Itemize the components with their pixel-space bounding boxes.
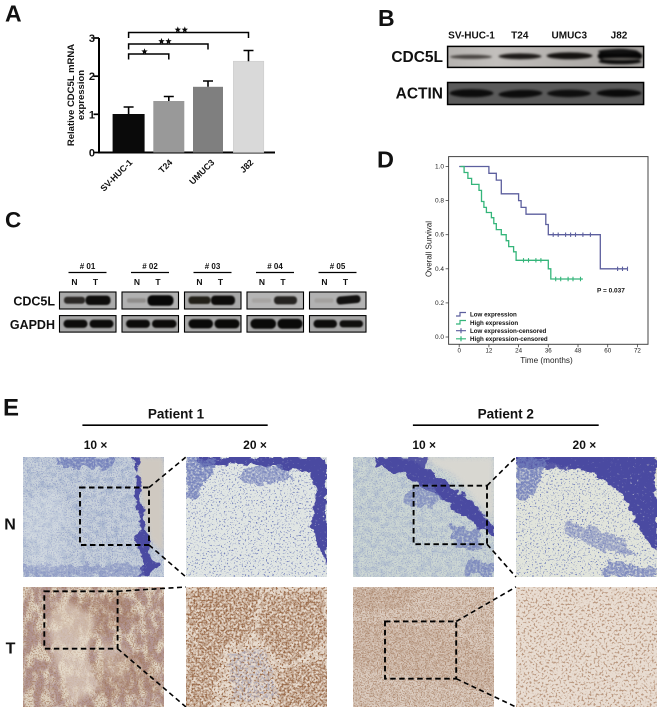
svg-text:0: 0: [457, 348, 461, 355]
svg-text:T: T: [343, 277, 349, 287]
svg-text:Time (months): Time (months): [520, 356, 573, 365]
svg-text:N: N: [196, 277, 202, 287]
svg-text:N: N: [321, 277, 327, 287]
svg-text:0.4: 0.4: [435, 266, 444, 273]
svg-text:36: 36: [545, 348, 552, 355]
svg-text:3: 3: [89, 33, 95, 45]
svg-text:20 ×: 20 ×: [573, 438, 597, 452]
svg-text:10 ×: 10 ×: [84, 438, 108, 452]
svg-text:T: T: [6, 641, 16, 658]
svg-text:# 01: # 01: [80, 262, 96, 271]
svg-text:0.6: 0.6: [435, 232, 444, 239]
svg-text:T: T: [155, 277, 161, 287]
svg-text:Overall Survival: Overall Survival: [425, 221, 434, 277]
svg-text:Patient 2: Patient 2: [478, 407, 534, 422]
svg-text:1: 1: [89, 109, 95, 121]
svg-text:N: N: [259, 277, 265, 287]
svg-text:60: 60: [604, 348, 611, 355]
svg-text:12: 12: [485, 348, 492, 355]
svg-text:CDC5L: CDC5L: [13, 295, 55, 309]
svg-text:# 03: # 03: [205, 262, 221, 271]
svg-text:E: E: [3, 395, 19, 422]
svg-text:48: 48: [575, 348, 582, 355]
svg-text:0: 0: [89, 148, 95, 160]
svg-text:2: 2: [89, 71, 95, 83]
svg-text:A: A: [5, 1, 22, 27]
svg-text:T24: T24: [511, 31, 529, 42]
svg-text:Relative CDC5L mRNA: Relative CDC5L mRNA: [66, 44, 77, 146]
svg-text:20 ×: 20 ×: [243, 438, 267, 452]
svg-text:# 05: # 05: [330, 262, 346, 271]
svg-text:T: T: [280, 277, 286, 287]
svg-text:D: D: [377, 146, 394, 172]
svg-text:N: N: [4, 517, 16, 534]
svg-text:J82: J82: [611, 31, 628, 42]
svg-text:High expression: High expression: [470, 320, 518, 327]
svg-text:T: T: [218, 277, 224, 287]
svg-text:0.2: 0.2: [435, 300, 444, 307]
svg-text:N: N: [134, 277, 140, 287]
svg-text:C: C: [5, 208, 21, 233]
svg-text:CDC5L: CDC5L: [391, 49, 443, 66]
svg-text:P = 0.037: P = 0.037: [597, 288, 625, 295]
svg-text:UMUC3: UMUC3: [552, 31, 588, 42]
svg-text:0.8: 0.8: [435, 198, 444, 205]
svg-text:0.0: 0.0: [435, 334, 444, 341]
svg-text:1.0: 1.0: [435, 164, 444, 171]
svg-text:SV-HUC-1: SV-HUC-1: [448, 31, 495, 42]
svg-text:72: 72: [634, 348, 641, 355]
svg-text:expression: expression: [76, 70, 87, 120]
svg-text:24: 24: [515, 348, 522, 355]
svg-text:GAPDH: GAPDH: [10, 318, 55, 332]
svg-text:10 ×: 10 ×: [412, 438, 436, 452]
svg-text:# 04: # 04: [267, 262, 283, 271]
svg-text:ACTIN: ACTIN: [396, 86, 443, 103]
svg-text:Low expression: Low expression: [470, 312, 517, 319]
svg-text:T: T: [93, 277, 99, 287]
svg-text:Low expression-censored: Low expression-censored: [470, 328, 547, 335]
svg-text:# 02: # 02: [142, 262, 158, 271]
svg-text:High expression-censored: High expression-censored: [470, 336, 548, 343]
svg-text:Patient 1: Patient 1: [148, 407, 205, 422]
svg-text:N: N: [71, 277, 77, 287]
svg-text:B: B: [378, 5, 395, 31]
